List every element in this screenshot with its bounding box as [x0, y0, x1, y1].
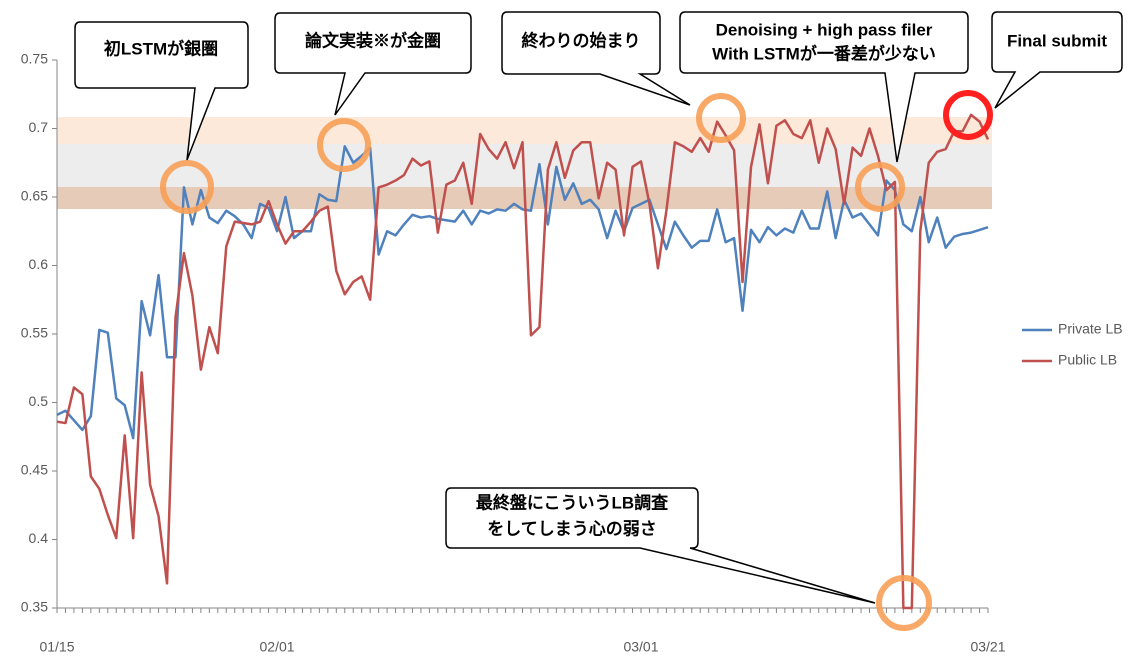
callouts: 初LSTMが銀圏 論文実装※が金圏 終わりの始まり Denoising + hi…	[74, 11, 1123, 604]
x-tick-label: 03/01	[623, 639, 658, 655]
y-tick-label: 0.4	[29, 530, 49, 546]
callout-text: 終わりの始まり	[522, 30, 641, 50]
ring	[855, 162, 905, 212]
callout	[274, 12, 472, 116]
callout	[74, 21, 249, 161]
series-line	[56, 113, 990, 610]
y-tick-label: 0.55	[21, 325, 48, 341]
x-tick-label: 01/15	[39, 639, 74, 655]
callout-text: Final submit	[1007, 31, 1107, 50]
x-tick-label: 02/01	[260, 639, 295, 655]
callout	[991, 11, 1123, 109]
callout	[679, 11, 969, 163]
ring	[317, 118, 371, 172]
callout-text: をしてしまう心の弱さ	[487, 519, 657, 538]
ring	[160, 160, 214, 214]
callout-text: 最終盤にこういうLB調査	[476, 492, 669, 512]
y-tick-label: 0.5	[29, 393, 49, 409]
y-tick-label: 0.45	[21, 462, 48, 478]
x-tick-label: 03/21	[970, 639, 1005, 655]
y-tick-label: 0.6	[29, 256, 49, 272]
callout-text: Denoising + high pass filer	[716, 20, 933, 39]
ring-final	[943, 90, 993, 140]
legend-label: Public LB	[1058, 352, 1117, 368]
callout	[445, 487, 876, 604]
rings	[160, 90, 993, 631]
callout-text: 初LSTMが銀圏	[104, 38, 218, 58]
y-tick-label: 0.7	[29, 119, 49, 135]
callout	[501, 11, 691, 106]
ring	[876, 575, 932, 631]
callout-text: 論文実装※が金圏	[305, 30, 441, 50]
band-top	[57, 117, 992, 144]
legend-label: Private LB	[1058, 321, 1123, 337]
y-tick-label: 0.35	[21, 599, 48, 615]
y-tick-label: 0.75	[21, 51, 48, 67]
ring	[696, 93, 746, 143]
y-tick-label: 0.65	[21, 188, 48, 204]
callout-text: With LSTMが一番差が少ない	[712, 43, 936, 63]
plot: 0.35 0.4 0.45 0.5 0.55 0.6 0.65 0.7 0.75 01/15 02/…	[21, 51, 1006, 655]
series-line	[56, 145, 989, 440]
